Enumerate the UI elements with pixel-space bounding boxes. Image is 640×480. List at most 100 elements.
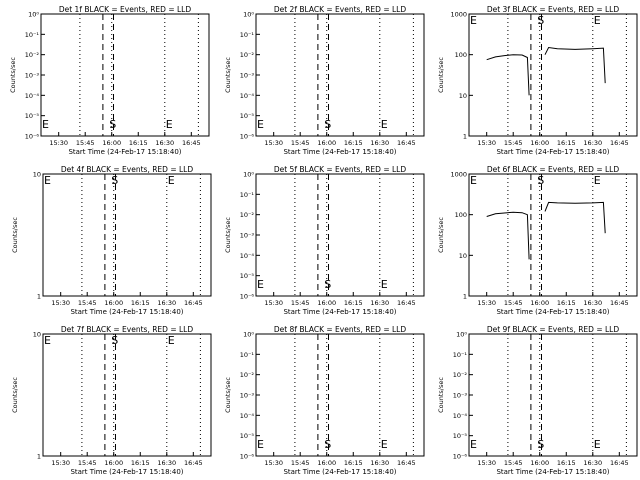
x-tick-label: 16:00 xyxy=(317,459,336,467)
series-line xyxy=(544,201,606,234)
y-tick-label: 10⁻⁵ xyxy=(453,432,468,440)
e-marker-label: E xyxy=(44,174,51,187)
x-tick-label: 15:45 xyxy=(291,299,310,307)
x-tick-label: 16:15 xyxy=(129,139,148,147)
x-axis-label: Start Time (24-Feb-17 15:18:40) xyxy=(68,148,181,156)
y-tick-label: 10⁻⁵ xyxy=(240,432,255,440)
y-tick-label: 10⁻⁵ xyxy=(240,112,255,120)
x-axis-label: Start Time (24-Feb-17 15:18:40) xyxy=(70,308,183,316)
s-marker-label: S xyxy=(324,118,331,131)
e-marker-label: E xyxy=(166,118,173,131)
x-tick-label: 16:30 xyxy=(583,459,602,467)
panel-title: Det 2f BLACK = Events, RED = LLD xyxy=(274,5,407,14)
panel-title: Det 4f BLACK = Events, RED = LLD xyxy=(61,165,194,174)
e-marker-label: E xyxy=(168,174,175,187)
y-tick-label: 1 xyxy=(37,293,41,301)
y-tick-label: 1000 xyxy=(450,171,467,179)
s-marker-label: S xyxy=(324,278,331,291)
y-tick-label: 100 xyxy=(455,51,467,59)
y-tick-label: 10 xyxy=(459,252,467,260)
x-tick-label: 16:45 xyxy=(397,139,416,147)
e-marker-label: E xyxy=(168,334,175,347)
y-tick-label: 10⁰ xyxy=(243,11,254,19)
panel-title: Det 5f BLACK = Events, RED = LLD xyxy=(274,165,407,174)
x-tick-label: 16:30 xyxy=(583,139,602,147)
s-marker-label: S xyxy=(537,174,544,187)
s-marker-label: S xyxy=(109,118,116,131)
y-tick-label: 1000 xyxy=(450,11,467,19)
x-tick-label: 16:30 xyxy=(370,459,389,467)
x-tick-label: 16:00 xyxy=(530,459,549,467)
x-axis-label: Start Time (24-Feb-17 15:18:40) xyxy=(496,468,609,476)
x-tick-label: 15:30 xyxy=(477,459,496,467)
plot-frame xyxy=(468,333,638,457)
x-tick-label: 15:30 xyxy=(477,299,496,307)
x-tick-label: 16:15 xyxy=(557,299,576,307)
y-tick-label: 10⁻² xyxy=(240,211,255,219)
x-tick-label: 15:45 xyxy=(504,139,523,147)
e-marker-label: E xyxy=(470,438,477,451)
x-tick-label: 15:45 xyxy=(78,299,97,307)
s-marker-label: S xyxy=(537,14,544,27)
x-tick-label: 15:30 xyxy=(477,139,496,147)
x-tick-label: 15:45 xyxy=(291,139,310,147)
x-tick-label: 16:15 xyxy=(557,459,576,467)
x-tick-label: 15:30 xyxy=(264,459,283,467)
y-axis-label: Counts/sec xyxy=(11,217,19,253)
x-axis-label: Start Time (24-Feb-17 15:18:40) xyxy=(283,308,396,316)
y-tick-label: 10⁻⁶ xyxy=(25,133,40,141)
y-tick-label: 1 xyxy=(463,293,467,301)
x-tick-label: 16:00 xyxy=(317,139,336,147)
e-marker-label: E xyxy=(257,278,264,291)
plot-frame xyxy=(42,333,212,457)
plot-frame xyxy=(255,173,425,297)
x-tick-label: 16:30 xyxy=(370,139,389,147)
x-tick-label: 15:45 xyxy=(504,299,523,307)
y-tick-label: 10⁻¹ xyxy=(240,191,255,199)
s-marker-label: S xyxy=(537,438,544,451)
x-tick-label: 16:15 xyxy=(344,299,363,307)
panel-title: Det 7f BLACK = Events, RED = LLD xyxy=(61,325,194,334)
y-tick-label: 10⁻² xyxy=(25,51,40,59)
panel-title: Det 1f BLACK = Events, RED = LLD xyxy=(59,5,192,14)
y-axis-label: Counts/sec xyxy=(437,377,445,413)
y-tick-label: 10⁻⁵ xyxy=(240,272,255,280)
e-marker-label: E xyxy=(470,14,477,27)
e-marker-label: E xyxy=(594,174,601,187)
s-marker-label: S xyxy=(324,438,331,451)
y-tick-label: 10⁰ xyxy=(243,331,254,339)
y-axis-label: Counts/sec xyxy=(224,57,232,93)
y-tick-label: 10⁻³ xyxy=(25,72,40,80)
e-marker-label: E xyxy=(381,438,388,451)
series-line xyxy=(486,54,530,96)
x-tick-label: 16:30 xyxy=(157,299,176,307)
y-tick-label: 10⁻⁶ xyxy=(240,293,255,301)
x-tick-label: 15:45 xyxy=(78,459,97,467)
y-tick-label: 10⁻¹ xyxy=(240,351,255,359)
x-axis-label: Start Time (24-Feb-17 15:18:40) xyxy=(496,148,609,156)
y-tick-label: 10⁻¹ xyxy=(453,351,468,359)
e-marker-label: E xyxy=(44,334,51,347)
series-line xyxy=(544,46,606,84)
x-axis-label: Start Time (24-Feb-17 15:18:40) xyxy=(283,468,396,476)
y-tick-label: 10⁻¹ xyxy=(240,31,255,39)
y-tick-label: 10⁰ xyxy=(456,331,467,339)
y-tick-label: 100 xyxy=(455,211,467,219)
x-tick-label: 16:00 xyxy=(102,139,121,147)
x-tick-label: 16:45 xyxy=(610,459,629,467)
x-tick-label: 16:00 xyxy=(530,299,549,307)
e-marker-label: E xyxy=(594,14,601,27)
x-tick-label: 15:45 xyxy=(76,139,95,147)
y-axis-label: Counts/sec xyxy=(437,57,445,93)
x-tick-label: 15:30 xyxy=(264,299,283,307)
y-tick-label: 10⁻² xyxy=(453,371,468,379)
x-tick-label: 16:45 xyxy=(610,299,629,307)
x-tick-label: 16:30 xyxy=(157,459,176,467)
plot-frame xyxy=(255,333,425,457)
x-tick-label: 15:45 xyxy=(291,459,310,467)
y-tick-label: 10⁻³ xyxy=(240,392,255,400)
x-tick-label: 15:30 xyxy=(49,139,68,147)
y-tick-label: 10 xyxy=(33,331,41,339)
y-tick-label: 10⁰ xyxy=(243,171,254,179)
x-tick-label: 16:15 xyxy=(344,139,363,147)
